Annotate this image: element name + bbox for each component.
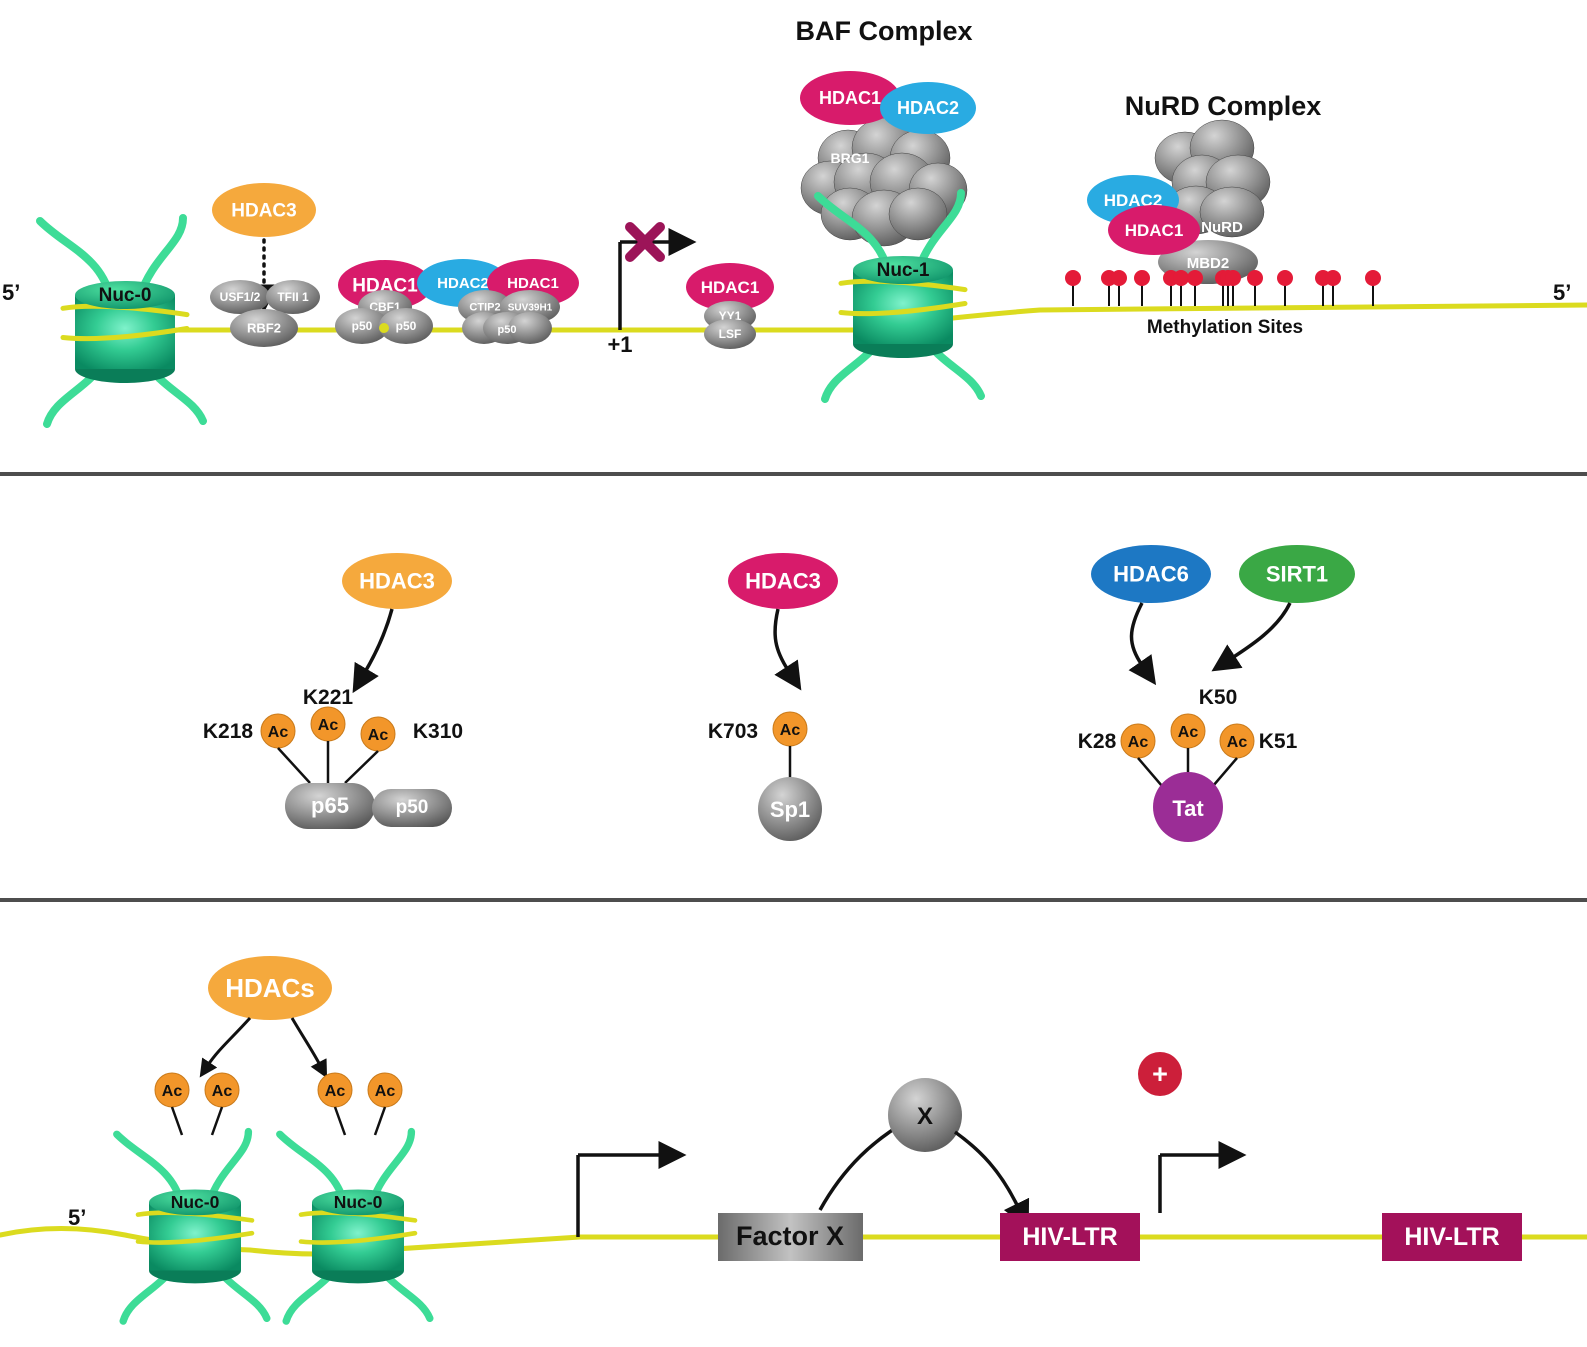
- svg-text:Ac: Ac: [1128, 734, 1149, 751]
- svg-text:TFII 1: TFII 1: [277, 290, 309, 304]
- svg-text:HDAC2: HDAC2: [897, 98, 959, 118]
- svg-text:Ac: Ac: [162, 1083, 183, 1100]
- svg-text:K28: K28: [1078, 730, 1117, 753]
- svg-text:Ac: Ac: [1178, 724, 1199, 741]
- svg-text:HDAC3: HDAC3: [745, 569, 821, 594]
- svg-text:HIV-LTR: HIV-LTR: [1404, 1223, 1499, 1251]
- svg-text:HDACs: HDACs: [225, 973, 315, 1003]
- svg-text:HDAC1: HDAC1: [819, 88, 881, 108]
- svg-text:Ac: Ac: [212, 1083, 233, 1100]
- svg-text:+: +: [1152, 1059, 1168, 1089]
- svg-text:K51: K51: [1259, 730, 1298, 753]
- svg-text:BRG1: BRG1: [831, 150, 870, 166]
- svg-text:USF1/2: USF1/2: [220, 290, 261, 304]
- svg-text:K50: K50: [1199, 686, 1238, 709]
- svg-text:Ac: Ac: [268, 724, 289, 741]
- svg-text:Nuc-0: Nuc-0: [99, 285, 152, 306]
- svg-text:HIV-LTR: HIV-LTR: [1022, 1223, 1117, 1251]
- svg-text:SUV39H1: SUV39H1: [508, 302, 553, 313]
- svg-text:Ac: Ac: [375, 1083, 396, 1100]
- svg-text:Tat: Tat: [1172, 796, 1204, 821]
- svg-text:HDAC2: HDAC2: [437, 275, 489, 292]
- svg-text:Factor X: Factor X: [736, 1221, 844, 1251]
- svg-text:Ac: Ac: [780, 722, 801, 739]
- svg-text:CTIP2: CTIP2: [469, 302, 500, 314]
- svg-text:RBF2: RBF2: [247, 320, 281, 335]
- svg-text:NuRD: NuRD: [1201, 219, 1243, 236]
- svg-text:p50: p50: [498, 324, 517, 336]
- svg-text:BAF Complex: BAF Complex: [795, 16, 972, 46]
- svg-text:K221: K221: [303, 686, 354, 709]
- svg-text:K703: K703: [708, 720, 758, 743]
- svg-text:NuRD Complex: NuRD Complex: [1125, 91, 1322, 121]
- svg-text:p65: p65: [311, 793, 349, 818]
- svg-text:Ac: Ac: [318, 717, 339, 734]
- svg-text:HDAC3: HDAC3: [359, 569, 435, 594]
- svg-text:Ac: Ac: [325, 1083, 346, 1100]
- svg-text:Ac: Ac: [368, 727, 389, 744]
- svg-text:p50: p50: [396, 319, 417, 333]
- svg-text:+1: +1: [607, 332, 632, 357]
- svg-text:5’: 5’: [68, 1205, 86, 1230]
- svg-text:HDAC6: HDAC6: [1113, 562, 1189, 587]
- svg-text:K310: K310: [413, 720, 463, 743]
- svg-text:Ac: Ac: [1227, 734, 1248, 751]
- svg-text:p50: p50: [396, 797, 429, 818]
- svg-text:5’: 5’: [1553, 280, 1571, 305]
- svg-text:Nuc-0: Nuc-0: [171, 1192, 220, 1212]
- svg-text:MBD2: MBD2: [1187, 255, 1230, 272]
- svg-text:HDAC1: HDAC1: [507, 275, 559, 292]
- svg-text:Nuc-0: Nuc-0: [334, 1192, 383, 1212]
- svg-text:Nuc-1: Nuc-1: [877, 260, 930, 281]
- svg-text:K218: K218: [203, 720, 254, 743]
- svg-text:5’: 5’: [2, 280, 20, 305]
- svg-text:p50: p50: [352, 319, 373, 333]
- svg-text:SIRT1: SIRT1: [1266, 562, 1328, 587]
- svg-text:LSF: LSF: [719, 327, 742, 341]
- svg-text:Sp1: Sp1: [770, 797, 810, 822]
- svg-text:HDAC1: HDAC1: [1125, 221, 1184, 240]
- svg-text:HDAC3: HDAC3: [231, 201, 296, 222]
- svg-text:HDAC1: HDAC1: [701, 278, 760, 297]
- svg-text:Methylation Sites: Methylation Sites: [1147, 317, 1303, 338]
- svg-text:X: X: [917, 1103, 933, 1130]
